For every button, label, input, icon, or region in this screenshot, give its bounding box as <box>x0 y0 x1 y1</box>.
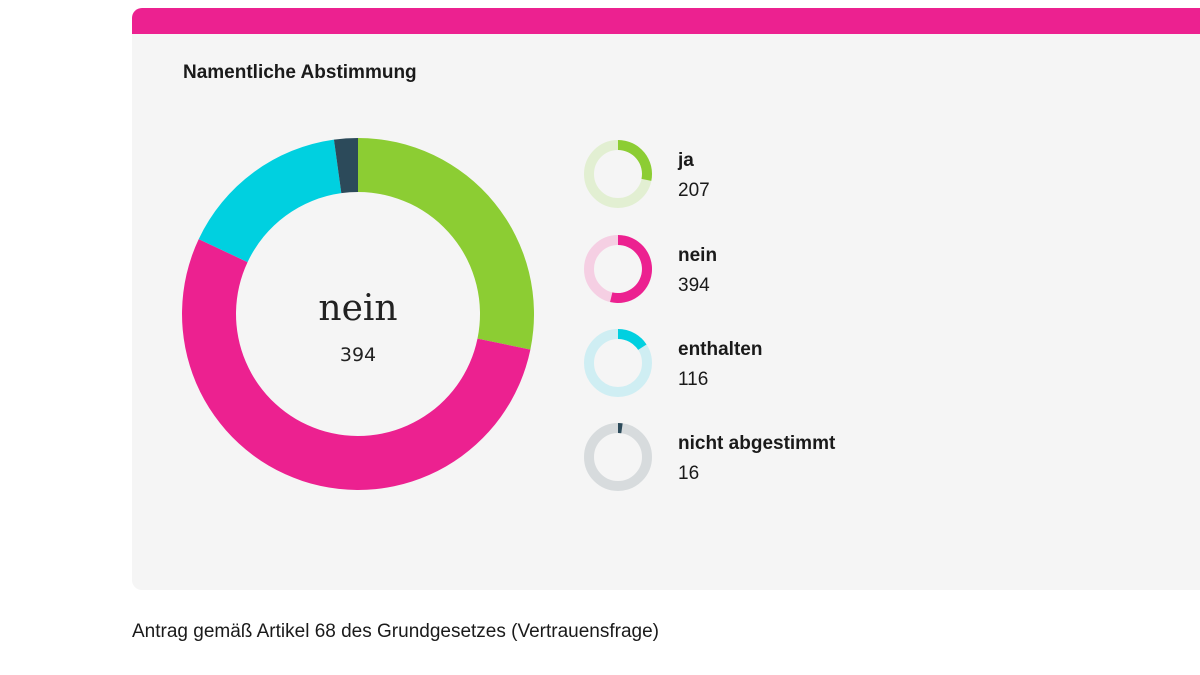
donut-segment-enthalten[interactable] <box>198 139 342 263</box>
legend-label: enthalten <box>678 339 763 360</box>
card-accent-bar <box>132 8 1200 34</box>
donut-segments <box>182 138 534 490</box>
donut-segment-ja[interactable] <box>358 138 534 350</box>
mini-donut-arc-nicht-abgestimmt <box>618 423 623 434</box>
legend-item-nicht-abgestimmt[interactable]: nicht abgestimmt 16 <box>582 421 982 501</box>
legend-item-enthalten[interactable]: enthalten 116 <box>582 327 982 407</box>
donut-center-label: nein <box>318 288 397 329</box>
legend-label: ja <box>678 150 694 171</box>
legend-count: 394 <box>678 275 710 296</box>
mini-donut-arc-nein <box>610 235 652 303</box>
legend-item-nein[interactable]: nein 394 <box>582 233 982 313</box>
donut-segment-nicht-abgestimmt[interactable] <box>333 138 358 194</box>
donut-segment-nein[interactable] <box>182 239 531 490</box>
mini-donut-enthalten <box>584 329 652 397</box>
vote-caption: Antrag gemäß Artikel 68 des Grundgesetze… <box>132 621 659 642</box>
mini-donut-arc-ja <box>618 140 653 181</box>
legend-label: nein <box>678 245 718 266</box>
mini-donut-arc-enthalten <box>618 329 647 350</box>
mini-donut-ja <box>584 140 653 208</box>
main-donut-chart: nein 394 <box>182 138 534 490</box>
legend-count: 16 <box>678 463 700 484</box>
mini-donut-track <box>584 423 652 491</box>
mini-donut-nicht-abgestimmt <box>584 423 652 491</box>
donut-center-value: 394 <box>340 344 376 366</box>
mini-donut-nein <box>584 235 652 303</box>
legend-count: 207 <box>678 180 710 201</box>
card-title: Namentliche Abstimmung <box>183 62 417 83</box>
legend-label: nicht abgestimmt <box>678 433 836 454</box>
vote-card: Namentliche Abstimmung nein 394 ja 207 n… <box>132 8 1200 590</box>
legend-item-ja[interactable]: ja 207 <box>582 138 982 218</box>
legend-count: 116 <box>678 369 709 390</box>
